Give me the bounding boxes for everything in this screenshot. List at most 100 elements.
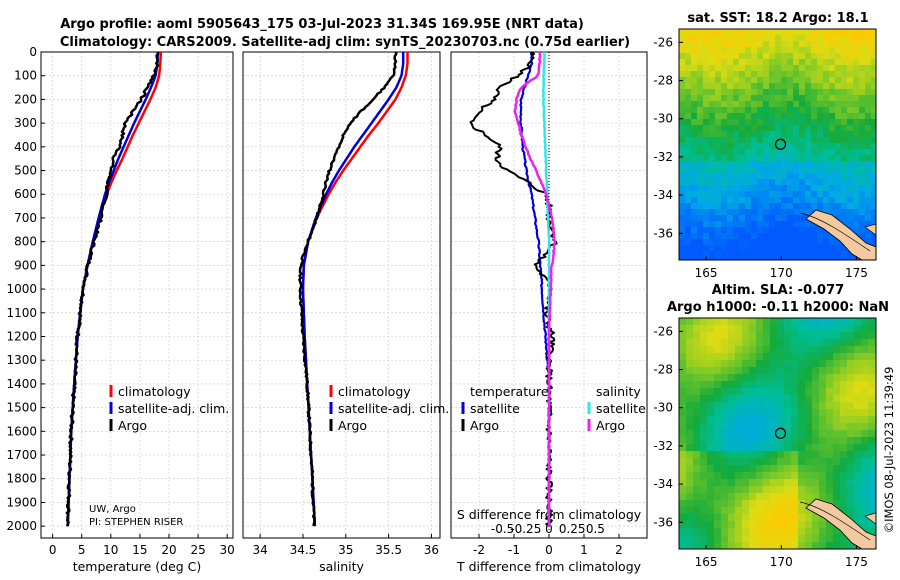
sst-map-cell xyxy=(763,77,770,84)
sla-map-cell xyxy=(868,409,876,417)
sst-map-cell xyxy=(811,113,818,120)
sst-map-cell xyxy=(697,209,704,216)
sst-map-cell xyxy=(709,47,716,54)
sla-map-cell xyxy=(721,339,729,347)
sla-map-cell xyxy=(721,325,729,333)
sst-map-cell xyxy=(733,131,740,138)
sst-map-cell xyxy=(841,35,848,42)
sla-map-cell xyxy=(686,423,694,431)
sla-map-cell xyxy=(840,388,848,396)
sla-map-cell xyxy=(693,402,701,410)
sla-map-cell xyxy=(812,332,820,340)
sla-map-cell xyxy=(735,367,743,375)
sla-map-cell xyxy=(763,381,771,389)
sla-map-cell xyxy=(805,353,813,361)
sst-map-cell xyxy=(781,119,788,126)
sst-map-cell xyxy=(859,83,866,90)
sst-map-cell xyxy=(745,167,752,174)
sla-map-cell xyxy=(812,367,820,375)
sst-map-cell xyxy=(721,185,728,192)
sst-map-cell xyxy=(835,41,842,48)
map-lat-tick-label: -28 xyxy=(653,74,673,88)
sst-map-cell xyxy=(763,191,770,198)
copyright-label: ©IMOS 08-Jul-2023 11:39:49 xyxy=(882,367,896,534)
sst-map-cell xyxy=(727,137,734,144)
sst-map-cell xyxy=(679,131,686,138)
sla-map-cell xyxy=(791,346,799,354)
sla-map-cell xyxy=(861,374,869,382)
sst-map-cell xyxy=(835,29,842,36)
x-tick-label: 0 xyxy=(49,543,57,557)
sst-map-cell xyxy=(763,53,770,60)
sla-map-cell xyxy=(784,500,792,508)
sla-map-cell xyxy=(742,423,750,431)
sst-map-cell xyxy=(709,233,716,240)
sst-map-cell xyxy=(823,47,830,54)
sla-map-cell xyxy=(840,353,848,361)
sst-map-cell xyxy=(787,215,794,222)
sla-map-cell xyxy=(749,507,757,515)
sst-map-cell xyxy=(733,161,740,168)
sla-map-cell xyxy=(826,325,834,333)
sst-map-cell xyxy=(745,65,752,72)
sst-map-cell xyxy=(871,47,876,54)
sst-map-cell xyxy=(853,221,860,228)
sst-map-cell xyxy=(829,71,836,78)
sla-map-cell xyxy=(861,500,869,508)
sla-map-cell xyxy=(763,465,771,473)
sst-map-cell xyxy=(727,65,734,72)
sla-map-cell xyxy=(819,437,827,445)
sla-map-cell xyxy=(819,444,827,452)
sst-map-cell xyxy=(739,197,746,204)
sst-map-cell xyxy=(823,71,830,78)
sst-map-cell xyxy=(817,257,824,260)
sst-map-cell xyxy=(697,113,704,120)
sst-map-cell xyxy=(847,71,854,78)
sst-map-cell xyxy=(679,35,686,42)
sst-map-cell xyxy=(823,203,830,210)
sla-map-cell xyxy=(742,318,750,326)
sla-map-cell xyxy=(693,514,701,522)
sst-map-cell xyxy=(733,167,740,174)
sla-map-cell xyxy=(700,458,708,466)
sla-map-cell xyxy=(714,374,722,382)
sla-map-cell xyxy=(693,332,701,340)
sst-map-cell xyxy=(865,101,872,108)
sst-map-cell xyxy=(745,131,752,138)
sst-map-cell xyxy=(739,59,746,66)
sst-map-cell xyxy=(793,155,800,162)
sst-map-cell xyxy=(835,143,842,150)
sla-map-cell xyxy=(693,353,701,361)
sst-map-cell xyxy=(715,71,722,78)
sla-map-title-line1: Altim. SLA: -0.077 xyxy=(712,283,844,298)
sst-map-cell xyxy=(871,167,876,174)
sst-map-cell xyxy=(703,131,710,138)
sst-map-cell xyxy=(829,53,836,60)
sla-map-cell xyxy=(700,542,708,549)
sst-map-cell xyxy=(691,191,698,198)
sst-map-cell xyxy=(679,95,686,102)
sst-map-cell xyxy=(817,83,824,90)
sla-map-cell xyxy=(700,444,708,452)
sst-map-cell xyxy=(691,101,698,108)
sst-map-cell xyxy=(787,137,794,144)
sst-map-cell xyxy=(703,203,710,210)
x-axis-label: salinity xyxy=(319,559,364,574)
sst-map-cell xyxy=(721,65,728,72)
sla-map-cell xyxy=(686,444,694,452)
sla-map-cell xyxy=(714,332,722,340)
sla-map-cell xyxy=(847,388,855,396)
sla-map-cell xyxy=(749,535,757,543)
sst-map-cell xyxy=(865,137,872,144)
sst-map-cell xyxy=(679,29,686,36)
sst-map-cell xyxy=(811,221,818,228)
sst-map-cell xyxy=(715,107,722,114)
depth-tick-label: 2000 xyxy=(6,519,37,533)
sla-map-cell xyxy=(763,409,771,417)
float-marker-sla xyxy=(774,427,787,439)
sla-map-cell xyxy=(784,409,792,417)
sst-map-cell xyxy=(793,95,800,102)
sst-map-cell xyxy=(679,233,686,240)
sst-map-cell xyxy=(757,107,764,114)
sst-map-cell xyxy=(811,41,818,48)
